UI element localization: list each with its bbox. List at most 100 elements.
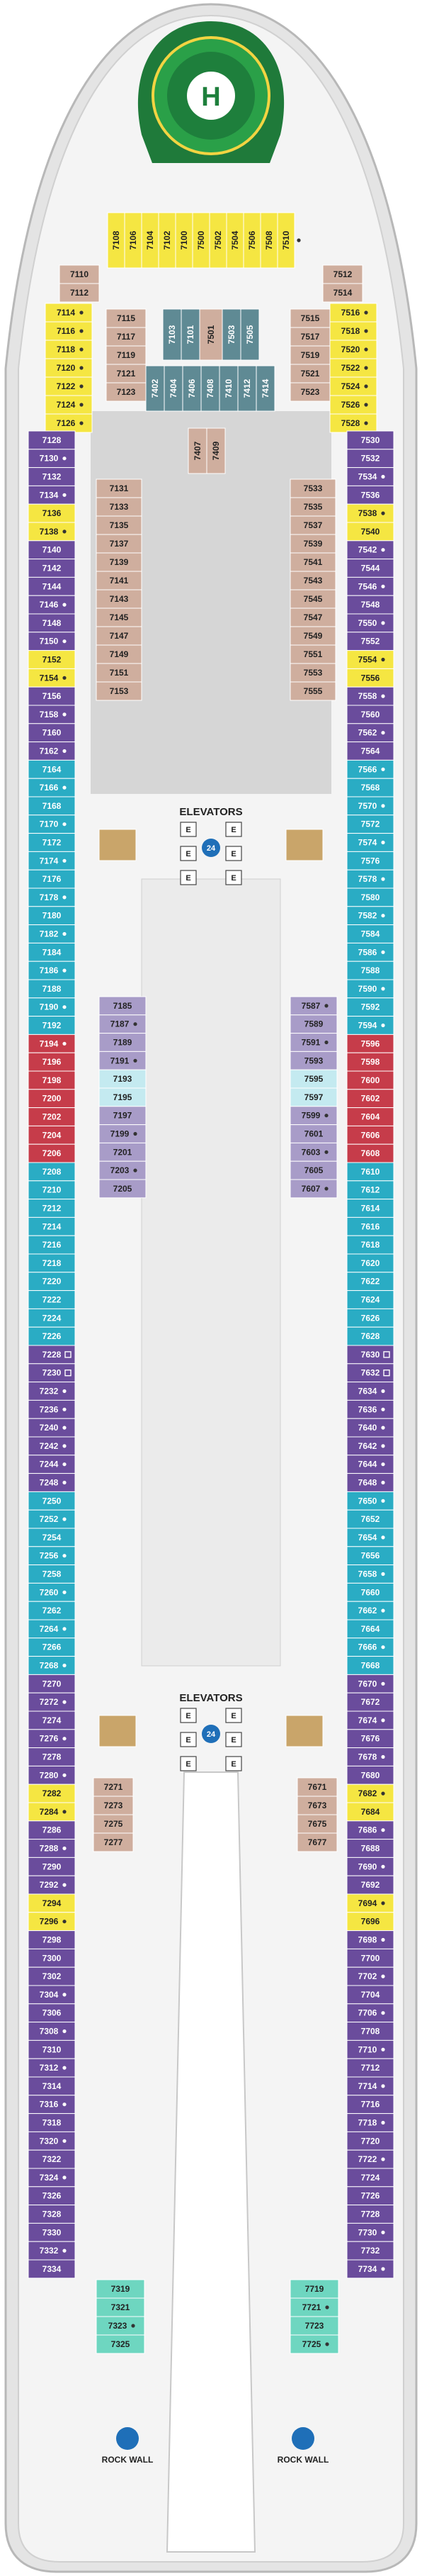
- cabin-7158[interactable]: 7158: [28, 705, 76, 724]
- cabin-7404[interactable]: 7404: [164, 365, 183, 412]
- cabin-7624[interactable]: 7624: [346, 1290, 394, 1309]
- cabin-7100[interactable]: 7100: [175, 212, 199, 269]
- cabin-7274[interactable]: 7274: [28, 1710, 76, 1730]
- cabin-7220[interactable]: 7220: [28, 1272, 76, 1292]
- cabin-7407[interactable]: 7407: [188, 427, 207, 474]
- cabin-7544[interactable]: 7544: [346, 559, 394, 578]
- cabin-7644[interactable]: 7644: [346, 1455, 394, 1474]
- cabin-7112[interactable]: 7112: [59, 283, 100, 303]
- cabin-7153[interactable]: 7153: [96, 681, 142, 701]
- cabin-7616[interactable]: 7616: [346, 1216, 394, 1236]
- cabin-7150[interactable]: 7150: [28, 632, 76, 651]
- cabin-7130[interactable]: 7130: [28, 449, 76, 469]
- cabin-7164[interactable]: 7164: [28, 759, 76, 779]
- cabin-7260[interactable]: 7260: [28, 1582, 76, 1602]
- cabin-7117[interactable]: 7117: [106, 327, 147, 347]
- cabin-7139[interactable]: 7139: [96, 552, 142, 572]
- cabin-7586[interactable]: 7586: [346, 942, 394, 962]
- cabin-7671[interactable]: 7671: [297, 1777, 338, 1797]
- cabin-7566[interactable]: 7566: [346, 759, 394, 779]
- cabin-7152[interactable]: 7152: [28, 650, 76, 669]
- cabin-7242[interactable]: 7242: [28, 1436, 76, 1456]
- cabin-7728[interactable]: 7728: [346, 2205, 394, 2224]
- cabin-7185[interactable]: 7185: [98, 996, 147, 1016]
- cabin-7256[interactable]: 7256: [28, 1546, 76, 1566]
- cabin-7516[interactable]: 7516: [329, 303, 377, 323]
- cabin-7174[interactable]: 7174: [28, 851, 76, 870]
- cabin-7135[interactable]: 7135: [96, 515, 142, 535]
- cabin-7730[interactable]: 7730: [346, 2222, 394, 2242]
- cabin-7522[interactable]: 7522: [329, 358, 377, 378]
- cabin-7536[interactable]: 7536: [346, 485, 394, 505]
- cabin-7118[interactable]: 7118: [45, 340, 93, 359]
- cabin-7182[interactable]: 7182: [28, 924, 76, 943]
- cabin-7677[interactable]: 7677: [297, 1832, 338, 1852]
- cabin-7137[interactable]: 7137: [96, 534, 142, 554]
- cabin-7334[interactable]: 7334: [28, 2259, 76, 2279]
- cabin-7608[interactable]: 7608: [346, 1143, 394, 1163]
- cabin-7250[interactable]: 7250: [28, 1491, 76, 1511]
- cabin-7138[interactable]: 7138: [28, 522, 76, 542]
- cabin-7570[interactable]: 7570: [346, 796, 394, 816]
- cabin-7584[interactable]: 7584: [346, 924, 394, 943]
- cabin-7538[interactable]: 7538: [346, 503, 394, 523]
- cabin-7178[interactable]: 7178: [28, 887, 76, 907]
- cabin-7628[interactable]: 7628: [346, 1326, 394, 1346]
- cabin-7702[interactable]: 7702: [346, 1966, 394, 1986]
- cabin-7300[interactable]: 7300: [28, 1948, 76, 1968]
- cabin-7110[interactable]: 7110: [59, 264, 100, 284]
- cabin-7162[interactable]: 7162: [28, 741, 76, 761]
- cabin-7102[interactable]: 7102: [158, 212, 182, 269]
- elevator[interactable]: [225, 1708, 242, 1723]
- cabin-7591[interactable]: 7591: [290, 1033, 338, 1052]
- cabin-7192[interactable]: 7192: [28, 1016, 76, 1035]
- cabin-7284[interactable]: 7284: [28, 1802, 76, 1822]
- cabin-7214[interactable]: 7214: [28, 1216, 76, 1236]
- cabin-7254[interactable]: 7254: [28, 1528, 76, 1547]
- cabin-7598[interactable]: 7598: [346, 1052, 394, 1072]
- cabin-7208[interactable]: 7208: [28, 1162, 76, 1182]
- cabin-7168[interactable]: 7168: [28, 796, 76, 816]
- cabin-7550[interactable]: 7550: [346, 613, 394, 633]
- cabin-7519[interactable]: 7519: [290, 345, 331, 365]
- cabin-7706[interactable]: 7706: [346, 2003, 394, 2023]
- cabin-7504[interactable]: 7504: [226, 212, 250, 269]
- cabin-7640[interactable]: 7640: [346, 1418, 394, 1438]
- cabin-7328[interactable]: 7328: [28, 2205, 76, 2224]
- cabin-7286[interactable]: 7286: [28, 1820, 76, 1840]
- cabin-7408[interactable]: 7408: [200, 365, 220, 412]
- cabin-7518[interactable]: 7518: [329, 321, 377, 341]
- cabin-7614[interactable]: 7614: [346, 1199, 394, 1218]
- cabin-7410[interactable]: 7410: [219, 365, 239, 412]
- cabin-7514[interactable]: 7514: [322, 283, 363, 303]
- cabin-7282[interactable]: 7282: [28, 1783, 76, 1803]
- cabin-7145[interactable]: 7145: [96, 607, 142, 627]
- cabin-7321[interactable]: 7321: [96, 2297, 145, 2317]
- cabin-7541[interactable]: 7541: [290, 552, 336, 572]
- cabin-7540[interactable]: 7540: [346, 522, 394, 542]
- elevator[interactable]: [225, 870, 242, 885]
- cabin-7607[interactable]: 7607: [290, 1179, 338, 1199]
- cabin-7648[interactable]: 7648: [346, 1473, 394, 1492]
- cabin-7276[interactable]: 7276: [28, 1729, 76, 1749]
- cabin-7632[interactable]: 7632: [346, 1363, 394, 1383]
- cabin-7605[interactable]: 7605: [290, 1160, 338, 1180]
- cabin-7148[interactable]: 7148: [28, 613, 76, 633]
- cabin-7191[interactable]: 7191: [98, 1051, 147, 1070]
- cabin-7512[interactable]: 7512: [322, 264, 363, 284]
- cabin-7271[interactable]: 7271: [93, 1777, 134, 1797]
- cabin-7212[interactable]: 7212: [28, 1199, 76, 1218]
- cabin-7520[interactable]: 7520: [329, 340, 377, 359]
- cabin-7604[interactable]: 7604: [346, 1107, 394, 1126]
- cabin-7310[interactable]: 7310: [28, 2039, 76, 2059]
- cabin-7306[interactable]: 7306: [28, 2003, 76, 2023]
- cabin-7414[interactable]: 7414: [256, 365, 275, 412]
- cabin-7324[interactable]: 7324: [28, 2168, 76, 2188]
- cabin-7275[interactable]: 7275: [93, 1814, 134, 1834]
- cabin-7517[interactable]: 7517: [290, 327, 331, 347]
- cabin-7523[interactable]: 7523: [290, 382, 331, 402]
- cabin-7323[interactable]: 7323: [96, 2316, 145, 2336]
- cabin-7732[interactable]: 7732: [346, 2241, 394, 2261]
- cabin-7534[interactable]: 7534: [346, 467, 394, 486]
- elevator[interactable]: [180, 846, 197, 861]
